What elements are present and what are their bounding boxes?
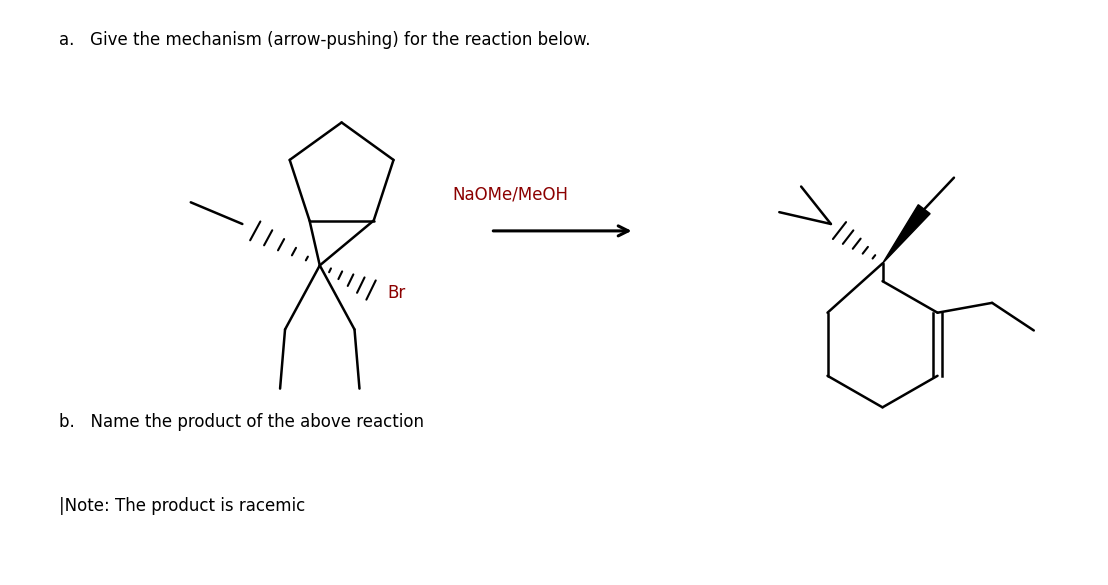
Text: b.   Name the product of the above reaction: b. Name the product of the above reactio… xyxy=(59,413,423,431)
Text: |Note: The product is racemic: |Note: The product is racemic xyxy=(59,497,305,515)
Polygon shape xyxy=(882,205,930,263)
Text: Br: Br xyxy=(388,284,406,302)
Text: a.   Give the mechanism (arrow-pushing) for the reaction below.: a. Give the mechanism (arrow-pushing) fo… xyxy=(59,31,591,49)
Text: NaOMe/MeOH: NaOMe/MeOH xyxy=(452,185,568,204)
